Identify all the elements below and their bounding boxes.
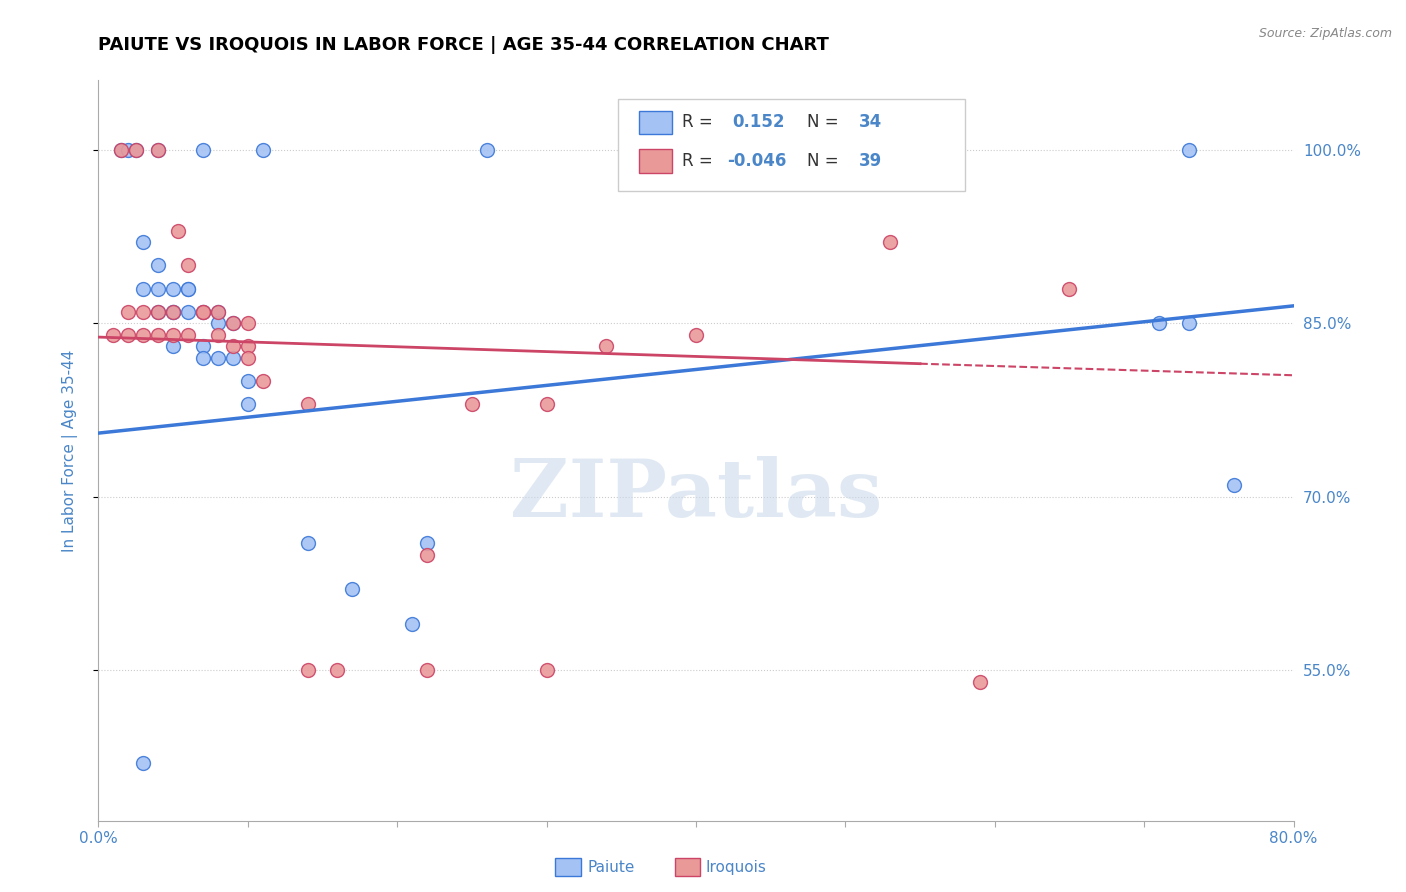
Point: [177, 304, 200, 318]
Point: [207, 351, 229, 365]
Point: [148, 327, 170, 342]
Text: 34: 34: [859, 113, 882, 131]
Point: [162, 339, 184, 353]
Text: -0.046: -0.046: [727, 152, 786, 170]
Point: [148, 304, 170, 318]
Text: PAIUTE VS IROQUOIS IN LABOR FORCE | AGE 35-44 CORRELATION CHART: PAIUTE VS IROQUOIS IN LABOR FORCE | AGE …: [98, 36, 830, 54]
Point: [879, 235, 901, 250]
Text: ZIPatlas: ZIPatlas: [510, 456, 882, 534]
Text: R =: R =: [682, 152, 717, 170]
Point: [342, 582, 364, 597]
Point: [536, 663, 558, 677]
Point: [132, 235, 155, 250]
Point: [461, 397, 484, 411]
Point: [132, 281, 155, 295]
Point: [191, 339, 214, 353]
Point: [132, 756, 155, 770]
Text: 39: 39: [859, 152, 882, 170]
Point: [117, 304, 139, 318]
FancyBboxPatch shape: [619, 99, 965, 191]
Point: [117, 327, 139, 342]
Text: Paiute: Paiute: [588, 860, 636, 874]
Point: [148, 143, 170, 157]
Point: [162, 281, 184, 295]
Point: [148, 259, 170, 273]
Point: [416, 536, 439, 550]
Point: [595, 339, 617, 353]
Point: [1059, 281, 1081, 295]
Point: [191, 304, 214, 318]
Point: [326, 663, 349, 677]
Point: [166, 224, 188, 238]
Bar: [638, 149, 672, 173]
Point: [207, 304, 229, 318]
Point: [714, 143, 737, 157]
Point: [191, 304, 214, 318]
Point: [148, 304, 170, 318]
Point: [222, 351, 245, 365]
Point: [1178, 143, 1201, 157]
Point: [177, 281, 200, 295]
Point: [148, 143, 170, 157]
Point: [297, 663, 319, 677]
Point: [207, 304, 229, 318]
Text: Iroquois: Iroquois: [706, 860, 766, 874]
Point: [110, 143, 132, 157]
Point: [191, 351, 214, 365]
Point: [969, 674, 991, 689]
Text: N =: N =: [807, 152, 844, 170]
Point: [252, 143, 274, 157]
Point: [1147, 316, 1170, 330]
Text: R =: R =: [682, 113, 717, 131]
Point: [103, 327, 125, 342]
Point: [125, 143, 148, 157]
Point: [297, 397, 319, 411]
Point: [162, 304, 184, 318]
Point: [297, 536, 319, 550]
Point: [236, 397, 259, 411]
Point: [222, 316, 245, 330]
Point: [1178, 316, 1201, 330]
Point: [162, 304, 184, 318]
Point: [475, 143, 498, 157]
Point: [132, 327, 155, 342]
Point: [207, 327, 229, 342]
Text: N =: N =: [807, 113, 844, 131]
Point: [236, 351, 259, 365]
Point: [685, 327, 707, 342]
Point: [162, 304, 184, 318]
Point: [148, 281, 170, 295]
Point: [401, 617, 423, 632]
Point: [252, 374, 274, 388]
Point: [177, 259, 200, 273]
Point: [132, 304, 155, 318]
Bar: [638, 111, 672, 135]
Point: [222, 339, 245, 353]
Point: [222, 316, 245, 330]
Point: [236, 339, 259, 353]
Text: 0.152: 0.152: [733, 113, 785, 131]
Point: [207, 316, 229, 330]
Point: [191, 143, 214, 157]
Point: [191, 304, 214, 318]
Point: [110, 143, 132, 157]
Y-axis label: In Labor Force | Age 35-44: In Labor Force | Age 35-44: [62, 350, 77, 551]
Point: [177, 281, 200, 295]
Point: [117, 143, 139, 157]
Point: [1223, 478, 1246, 492]
Point: [177, 327, 200, 342]
Text: Source: ZipAtlas.com: Source: ZipAtlas.com: [1258, 27, 1392, 40]
Point: [416, 548, 439, 562]
Point: [125, 143, 148, 157]
Point: [236, 374, 259, 388]
Point: [236, 316, 259, 330]
Point: [416, 663, 439, 677]
Point: [162, 327, 184, 342]
Point: [536, 397, 558, 411]
